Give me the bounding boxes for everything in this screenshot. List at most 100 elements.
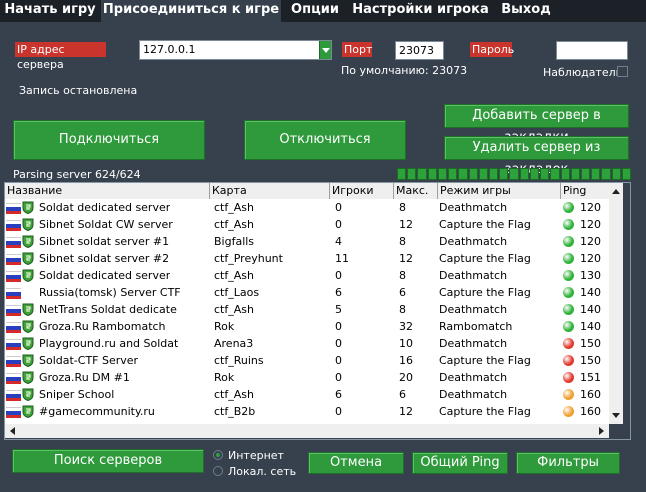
server-list-panel	[4, 182, 631, 440]
russia-flag-icon	[6, 407, 21, 418]
ping-dot-icon	[563, 202, 574, 213]
tab-player-settings[interactable]: Настройки игрока	[349, 0, 492, 22]
table-row[interactable]: Russia(tomsk) Server CTF ctf_Laos 6 6 Captur…	[5, 284, 613, 301]
table-row[interactable]: Groza.Ru Rambomatch Rok 0 32 Rambomatch 140	[5, 318, 613, 335]
observer-label: Наблюдатель	[543, 66, 623, 79]
scroll-down-icon[interactable]	[609, 408, 623, 422]
progress-segment	[478, 168, 488, 180]
table-row[interactable]: Soldat-CTF Server ctf_Ruins 0 16 Capture the…	[5, 352, 613, 369]
filters-button[interactable]: Фильтры	[516, 452, 620, 474]
cell-map: Arena3	[214, 337, 254, 350]
cell-max: 16	[399, 354, 413, 367]
server-list-header: Название Карта Игроки Макс. Режим игры P…	[5, 183, 613, 199]
progress-segment	[550, 168, 560, 180]
server-list[interactable]: Soldat dedicated server ctf_Ash 0 8 Deathmat…	[5, 199, 613, 424]
column-header-map[interactable]: Карта	[210, 183, 330, 199]
progress-segment	[448, 168, 458, 180]
table-row[interactable]: Playground.ru and Soldat Arena3 0 10 Deathma…	[5, 335, 613, 352]
cell-players: 11	[335, 252, 349, 265]
cell-max: 8	[399, 201, 406, 214]
scroll-right-icon[interactable]	[594, 424, 608, 438]
search-servers-button[interactable]: Поиск серверов	[12, 449, 204, 473]
cell-ping: 150	[580, 337, 601, 350]
observer-checkbox[interactable]	[617, 66, 628, 77]
cell-ping: 120	[580, 201, 601, 214]
tab-start-game[interactable]: Начать игру	[0, 0, 100, 22]
column-header-mode[interactable]: Режим игры	[438, 183, 561, 199]
disconnect-button[interactable]: Отключиться	[244, 120, 406, 160]
table-row[interactable]: Groza.Ru DM #1 Rok 0 20 Deathmatch 151	[5, 369, 613, 386]
scroll-left-icon[interactable]	[6, 424, 20, 438]
cell-players: 0	[335, 201, 342, 214]
scroll-up-icon[interactable]	[609, 185, 623, 199]
internet-radio[interactable]	[213, 450, 223, 460]
cell-name: NetTrans Soldat dedicate	[39, 303, 177, 316]
tab-exit[interactable]: Выход	[493, 0, 559, 22]
table-row[interactable]: Soldat dedicated server ctf_Ash 0 8 Deathmat…	[5, 199, 613, 216]
table-row[interactable]: #gamecommunity.ru ctf_B2b 0 12 Capture the F…	[5, 403, 613, 420]
cell-ping: 130	[580, 269, 601, 282]
cell-max: 10	[399, 337, 413, 350]
server-address-combo[interactable]: 127.0.0.1	[139, 40, 332, 60]
column-header-max[interactable]: Макс.	[394, 183, 438, 199]
cell-players: 5	[335, 303, 342, 316]
cell-mode: Deathmatch	[439, 337, 508, 350]
chevron-down-icon[interactable]	[319, 41, 331, 59]
soldat-shield-icon	[22, 405, 34, 418]
table-row[interactable]: NetTrans Soldat dedicate ctf_Ash 5 8 Deathma…	[5, 301, 613, 318]
column-header-players[interactable]: Игроки	[330, 183, 394, 199]
table-row[interactable]: Sibnet Soldat CW server ctf_Ash 0 12 Capture…	[5, 216, 613, 233]
cell-mode: Capture the Flag	[439, 286, 531, 299]
ping-dot-icon	[563, 338, 574, 349]
ping-dot-icon	[563, 219, 574, 230]
progress-segment	[519, 168, 529, 180]
cell-name: Russia(tomsk) Server CTF	[39, 286, 181, 299]
port-field[interactable]: 23073	[395, 41, 444, 60]
russia-flag-icon	[6, 373, 21, 384]
lan-radio[interactable]	[213, 466, 223, 476]
vertical-scrollbar[interactable]	[609, 183, 623, 424]
add-bookmark-button[interactable]: Добавить сервер в закладки	[444, 104, 629, 145]
soldat-shield-icon	[22, 371, 34, 384]
remove-bookmark-button[interactable]: Удалить сервер из закладок	[444, 136, 629, 177]
ping-dot-icon	[563, 389, 574, 400]
progress-segment	[540, 168, 550, 180]
tab-join-game[interactable]: Присоединиться к игре	[101, 0, 281, 22]
cell-name: #gamecommunity.ru	[39, 405, 155, 418]
progress-segment	[417, 168, 427, 180]
cell-players: 0	[335, 218, 342, 231]
table-row[interactable]: Sibnet soldat server #2 ctf_Preyhunt 11 12 C…	[5, 250, 613, 267]
cell-map: ctf_Ash	[214, 218, 254, 231]
russia-flag-icon	[6, 271, 21, 282]
ping-dot-icon	[563, 253, 574, 264]
password-field[interactable]	[556, 41, 628, 60]
soldat-shield-icon	[22, 218, 34, 231]
cell-max: 12	[399, 405, 413, 418]
horizontal-scrollbar[interactable]	[5, 424, 609, 438]
cell-map: ctf_Preyhunt	[214, 252, 283, 265]
cell-map: ctf_Ash	[214, 388, 254, 401]
progress-segment	[437, 168, 448, 180]
cell-mode: Deathmatch	[439, 388, 508, 401]
table-row[interactable]: Soldat dedicated server ctf_Ash 0 8 Deathmat…	[5, 267, 613, 284]
cell-players: 6	[335, 388, 342, 401]
soldat-shield-icon	[22, 201, 34, 214]
cell-max: 6	[399, 286, 406, 299]
soldat-shield-icon	[22, 354, 34, 367]
tab-options[interactable]: Опции	[282, 0, 348, 22]
ping-dot-icon	[563, 321, 574, 332]
cell-players: 0	[335, 337, 342, 350]
cell-max: 12	[399, 252, 413, 265]
column-header-ping[interactable]: Ping	[563, 184, 587, 197]
ping-all-button[interactable]: Общий Ping	[412, 452, 508, 474]
column-header-name[interactable]: Название	[5, 183, 210, 199]
cell-ping: 140	[580, 303, 601, 316]
table-row[interactable]: Sniper School ctf_Ash 6 6 Deathmatch 160	[5, 386, 613, 403]
cell-ping: 160	[580, 405, 601, 418]
cell-players: 0	[335, 354, 342, 367]
table-row[interactable]: Sibnet soldat server #1 Bigfalls 4 8 Deathma…	[5, 233, 613, 250]
connect-button[interactable]: Подключиться	[13, 120, 205, 160]
cell-players: 0	[335, 371, 342, 384]
soldat-shield-icon	[22, 235, 34, 248]
cancel-button[interactable]: Отмена	[308, 452, 404, 474]
